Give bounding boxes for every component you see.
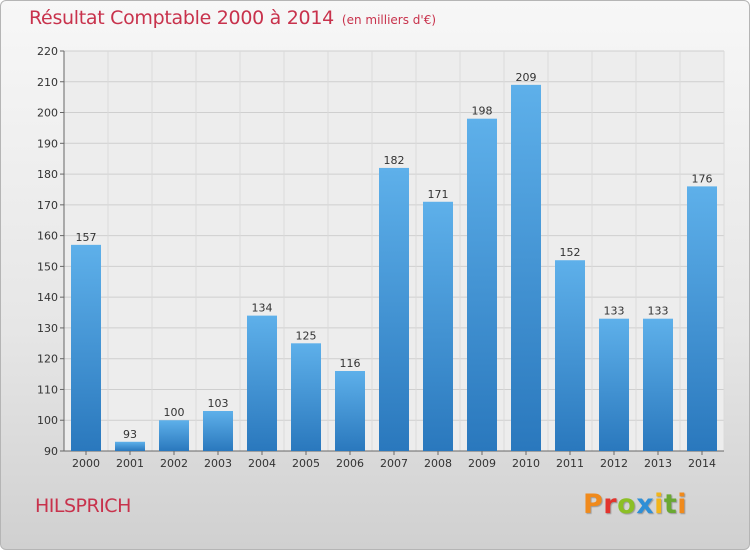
bar-layer: 157 93 100 103 134 125 116 182 171 198 209 152 133 13…: [71, 71, 717, 451]
x-tick-label: 2003: [204, 457, 232, 470]
bar-2012: [599, 318, 629, 451]
y-tick-label: 140: [37, 291, 58, 304]
logo-letter: i: [654, 489, 664, 520]
logo-letter: P: [583, 489, 604, 520]
chart-title-main: Résultat Comptable 2000 à 2014: [29, 7, 334, 29]
bar-value-label: 103: [208, 397, 229, 410]
y-tick-label: 180: [37, 168, 58, 181]
bar-value-label: 100: [164, 406, 185, 419]
logo-letter: x: [636, 489, 655, 520]
x-tick-label: 2008: [424, 457, 452, 470]
bar-2014: [687, 186, 717, 451]
bar-value-label: 134: [252, 302, 273, 315]
y-tick-label: 100: [37, 414, 58, 427]
bar-value-label: 198: [472, 105, 493, 118]
y-tick-label: 110: [37, 383, 58, 396]
y-tick-label: 120: [37, 353, 58, 366]
y-tick-label: 130: [37, 322, 58, 335]
proxiti-logo: Proxiti: [583, 489, 687, 520]
x-tick-label: 2014: [688, 457, 716, 470]
bar-value-label: 209: [516, 71, 537, 84]
x-tick-label: 2002: [160, 457, 188, 470]
bar-2010: [511, 84, 541, 451]
x-tick-label: 2011: [556, 457, 584, 470]
bar-2004: [247, 315, 277, 451]
bar-2013: [643, 318, 673, 451]
y-tick-label: 150: [37, 260, 58, 273]
bar-2000: [71, 244, 101, 451]
x-tick-label: 2010: [512, 457, 540, 470]
bar-2005: [291, 343, 321, 451]
bar-value-label: 157: [76, 231, 97, 244]
bar-2008: [423, 201, 453, 451]
axis-layer: 90 100 110 120 130 140 150 160 170 180 190 200 210 22…: [37, 45, 724, 470]
x-tick-label: 2004: [248, 457, 276, 470]
x-tick-label: 2013: [644, 457, 672, 470]
bar-2007: [379, 167, 409, 451]
bar-value-label: 125: [296, 329, 317, 342]
x-tick-label: 2007: [380, 457, 408, 470]
bar-2002: [159, 420, 189, 451]
bar-value-label: 152: [560, 246, 581, 259]
x-tick-label: 2012: [600, 457, 628, 470]
x-tick-label: 2000: [72, 457, 100, 470]
logo-letter: o: [617, 489, 637, 520]
x-tick-label: 2006: [336, 457, 364, 470]
bar-value-label: 93: [123, 428, 137, 441]
y-tick-label: 160: [37, 230, 58, 243]
y-tick-label: 210: [37, 76, 58, 89]
x-tick-label: 2005: [292, 457, 320, 470]
x-tick-label: 2009: [468, 457, 496, 470]
logo-letter: i: [677, 489, 688, 520]
bar-value-label: 176: [692, 172, 713, 185]
y-tick-label: 200: [37, 107, 58, 120]
commune-name: HILSPRICH: [35, 495, 131, 517]
bar-2011: [555, 260, 585, 451]
bar-2003: [203, 411, 233, 451]
bar-2009: [467, 118, 497, 451]
bar-2006: [335, 371, 365, 451]
bar-2001: [115, 441, 145, 451]
chart-title: Résultat Comptable 2000 à 2014 (en millie…: [29, 7, 436, 29]
bar-value-label: 133: [604, 305, 625, 318]
y-tick-label: 170: [37, 199, 58, 212]
chart-subtitle: (en milliers d'€): [341, 13, 437, 27]
y-tick-label: 90: [44, 445, 58, 458]
x-tick-label: 2001: [116, 457, 144, 470]
y-tick-label: 220: [37, 45, 58, 58]
bar-value-label: 133: [648, 305, 669, 318]
logo-letter: t: [663, 489, 678, 520]
bar-value-label: 182: [384, 154, 405, 167]
logo-letter: r: [603, 489, 618, 520]
bar-value-label: 116: [340, 357, 361, 370]
y-tick-label: 190: [37, 137, 58, 150]
bar-value-label: 171: [428, 188, 449, 201]
